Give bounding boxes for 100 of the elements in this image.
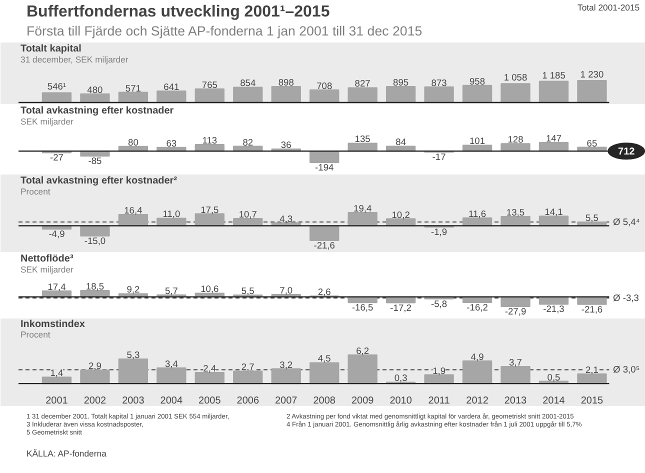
data-label: 10,6 [200, 284, 219, 294]
data-label: 765 [202, 80, 218, 90]
data-label: 708 [316, 80, 332, 91]
data-label: 1,4 [50, 368, 64, 378]
data-label: 2,4 [203, 363, 216, 374]
text: Total 2001-2015 [578, 2, 640, 12]
data-label: 4,9 [470, 352, 484, 362]
data-label: -16,5 [352, 302, 374, 313]
data-label: 546¹ [47, 82, 66, 92]
data-label: 0,3 [394, 373, 408, 384]
data-label: 854 [240, 78, 256, 88]
text: Första till Fjärde och Sjätte AP-fonderna 1 jan 2001 till 31 dec 2015 [26, 24, 422, 38]
data-label: 17,5 [200, 204, 219, 215]
chart-subtitle: 31 december, SEK miljarder [20, 54, 128, 64]
data-label: -1,9 [431, 227, 448, 238]
data-label: 1 185 [542, 70, 566, 80]
data-label: 480 [87, 84, 103, 95]
data-label: -16,2 [466, 302, 488, 312]
data-label: -21,6 [581, 304, 603, 314]
text: KÄLLA: AP-fonderna [26, 448, 107, 458]
data-label: 65 [586, 138, 598, 148]
x-tick-label: 2004 [160, 396, 183, 406]
data-label: -194 [315, 162, 334, 172]
data-label: -5,8 [431, 298, 448, 309]
data-label: 80 [128, 137, 138, 148]
data-label: 82 [242, 137, 254, 148]
data-label: 3,2 [280, 360, 293, 370]
chart-subtitle: SEK miljarder [20, 116, 74, 126]
x-tick-label: 2013 [504, 396, 528, 406]
data-label: 17,4 [48, 282, 66, 292]
x-tick-label: 2005 [198, 396, 222, 406]
x-tick-label: 2009 [351, 396, 374, 406]
data-label: -17,2 [390, 302, 412, 313]
data-label: 2,1 [585, 364, 598, 375]
data-label: 36 [280, 140, 292, 150]
data-label: 3,7 [509, 357, 522, 368]
x-tick-label: 2003 [122, 396, 145, 406]
chart-title: Total avkastning efter kostnader [20, 106, 174, 116]
x-tick-label: 2007 [275, 396, 298, 406]
data-label: 18,5 [86, 282, 104, 292]
chart-subtitle: SEK miljarder [20, 264, 74, 274]
x-tick-label: 2012 [466, 396, 489, 406]
data-label: 873 [431, 78, 447, 88]
x-tick-label: 2001 [46, 396, 68, 406]
data-label: -17 [432, 152, 446, 162]
data-label: 128 [508, 134, 524, 145]
chart-subtitle: Procent [20, 330, 51, 340]
data-label: 641 [164, 82, 180, 92]
data-label: 84 [396, 137, 406, 148]
data-label: -27,9 [504, 306, 526, 316]
data-label: 4,5 [318, 354, 331, 364]
chart-subtitle: Procent [20, 186, 51, 196]
data-label: 4,3 [280, 214, 293, 224]
x-tick-label: 2011 [428, 396, 450, 406]
text: Buffertfondernas utveckling 2001¹–2015 [26, 4, 330, 20]
x-tick-label: 2002 [84, 396, 107, 406]
data-label: 2,6 [318, 286, 331, 297]
data-label: 6,2 [356, 346, 370, 356]
data-label: -27 [50, 152, 64, 163]
data-label: 827 [354, 78, 370, 89]
data-label: 571 [125, 83, 141, 94]
ref-line-label: Ø 5,4⁴ [613, 217, 640, 228]
x-tick-label: 2010 [390, 396, 412, 406]
data-label: 1 058 [504, 72, 528, 83]
data-label: -4,9 [48, 229, 65, 240]
data-label: -85 [88, 156, 102, 166]
data-label: 2,7 [241, 362, 254, 372]
data-label: 113 [202, 135, 218, 146]
data-label: 9,2 [126, 284, 140, 295]
data-label: 5,5 [241, 286, 254, 296]
x-tick-label: 2015 [580, 396, 604, 406]
data-label: 5,7 [164, 286, 178, 296]
data-label: 5,3 [126, 350, 140, 360]
data-label: 63 [166, 138, 177, 148]
data-label: 3,4 [164, 358, 178, 369]
chart-title: Total avkastning efter kostnader² [20, 176, 178, 186]
data-label: 135 [354, 134, 370, 144]
data-label: -21,6 [314, 240, 335, 250]
data-label: 1 230 [580, 70, 604, 80]
data-label: 16,4 [124, 206, 142, 216]
data-label: -21,3 [543, 304, 564, 314]
ref-line-label: Ø 3,0⁵ [613, 364, 640, 375]
x-tick-label: 2008 [313, 396, 336, 406]
data-label: 19,4 [354, 204, 372, 214]
data-label: 10,7 [238, 209, 257, 220]
x-tick-label: 2014 [542, 396, 566, 406]
data-label: 7,0 [280, 285, 293, 296]
data-label: -15,0 [84, 236, 106, 246]
data-label: 147 [546, 134, 562, 144]
data-label: 0,5 [547, 372, 560, 382]
chart-title: Totalt kapital [20, 44, 82, 54]
data-label: 2,9 [88, 361, 102, 372]
data-label: 5,5 [585, 212, 598, 223]
data-label: 10,2 [392, 210, 410, 220]
text: 712 [618, 146, 636, 158]
data-label: 13,5 [506, 208, 525, 218]
data-label: 958 [470, 76, 486, 86]
chart-title: Inkomstindex [20, 318, 86, 330]
data-label: 895 [393, 77, 409, 88]
data-label: 1,9 [432, 366, 446, 376]
